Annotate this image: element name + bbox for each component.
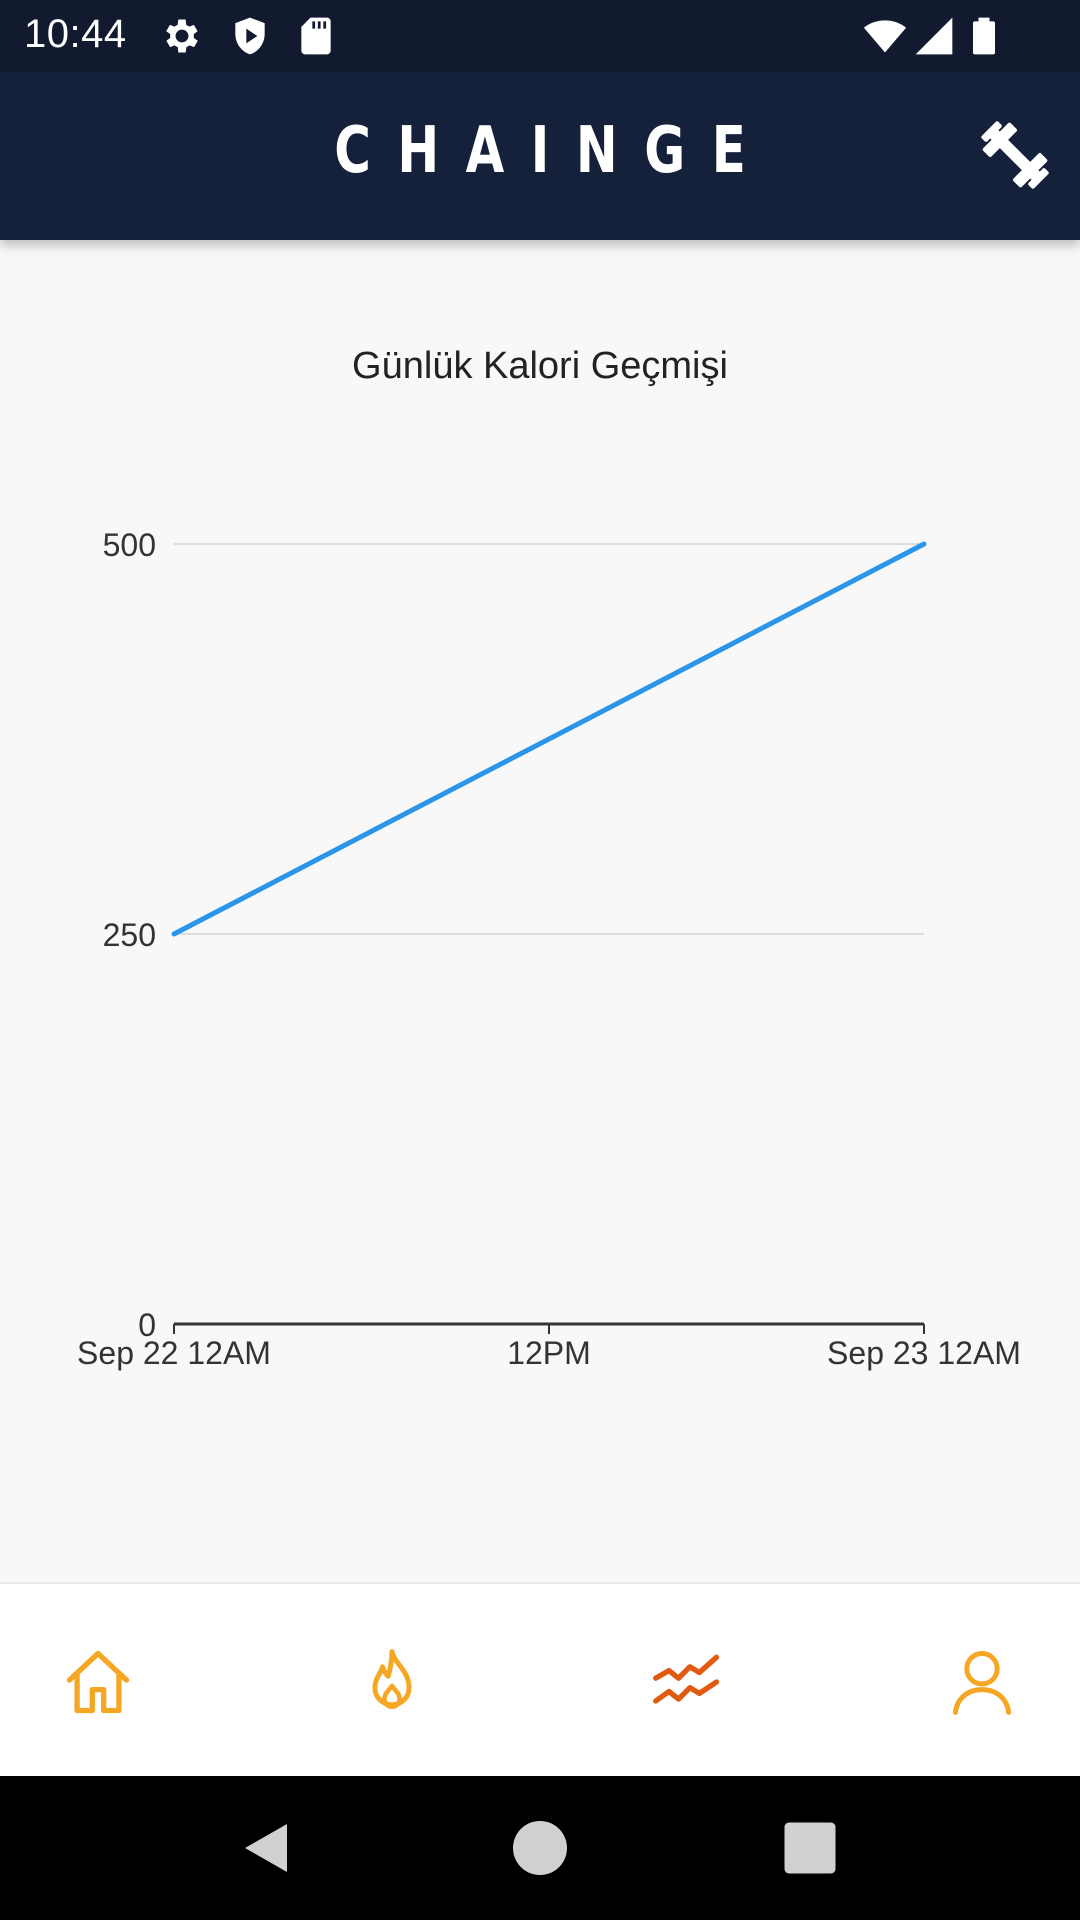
x-tick-label: 12PM	[507, 1335, 591, 1371]
flame-icon[interactable]	[354, 1644, 430, 1720]
app-bar: CHAINGE	[0, 72, 1080, 240]
recents-icon[interactable]	[780, 1818, 840, 1878]
y-tick-label: 250	[103, 917, 156, 953]
chart-panel: Günlük Kalori Geçmişi 0 250 500 Sep 22 12AM…	[0, 240, 1080, 1582]
status-time: 10:44	[24, 12, 127, 56]
signal-icon	[915, 17, 953, 55]
status-bar: 10:44	[0, 0, 1080, 72]
battery-icon	[973, 17, 995, 55]
chart-trend-icon[interactable]	[650, 1644, 726, 1720]
x-tick-label: Sep 22 12AM	[77, 1335, 271, 1371]
back-icon[interactable]	[236, 1818, 296, 1878]
series-line	[171, 541, 927, 937]
shield-play-icon	[235, 17, 265, 55]
y-tick-label: 0	[138, 1307, 156, 1343]
bottom-nav	[0, 1582, 1080, 1776]
home-icon[interactable]	[60, 1644, 136, 1720]
home-circle-icon[interactable]	[510, 1818, 570, 1878]
settings-icon	[166, 19, 198, 53]
wifi-icon	[863, 20, 907, 53]
calorie-history-chart: Günlük Kalori Geçmişi 0 250 500 Sep 22 12AM…	[77, 345, 1021, 1371]
app-title: CHAINGE	[334, 114, 773, 188]
profile-icon[interactable]	[944, 1644, 1020, 1720]
sd-card-icon	[301, 17, 331, 55]
system-nav-bar	[0, 1776, 1080, 1920]
y-tick-label: 500	[103, 527, 156, 563]
chart-title: Günlük Kalori Geçmişi	[352, 345, 728, 387]
dumbbell-icon[interactable]	[976, 116, 1054, 194]
x-tick-label: Sep 23 12AM	[827, 1335, 1021, 1371]
